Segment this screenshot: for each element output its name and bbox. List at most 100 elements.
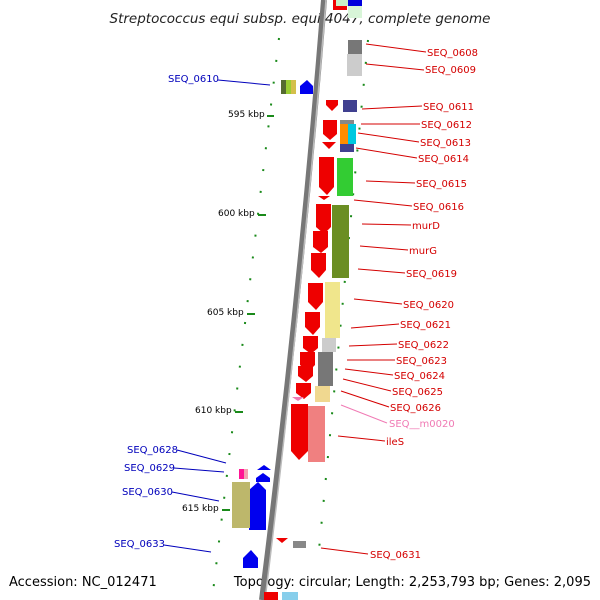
cds-arrow (322, 142, 336, 149)
label-leader (355, 147, 418, 159)
cds-arrow (291, 404, 308, 460)
label-leader (171, 491, 220, 502)
cds-arrow (257, 465, 271, 470)
cds-arrow (323, 120, 337, 140)
cds-arrow (296, 383, 311, 399)
cog-category-track (282, 0, 362, 600)
cog-block (315, 386, 330, 402)
gene-label-seq0611: SEQ_0611 (423, 102, 474, 113)
gene-label-murG: murG (409, 246, 437, 257)
cds-arrow (316, 204, 331, 234)
rna-feature (292, 397, 304, 401)
forward-strand-track (264, 0, 347, 600)
label-leader (365, 63, 425, 71)
cog-block (336, 0, 352, 6)
genome-summary: Topology: circular; Length: 2,253,793 bp… (233, 575, 591, 590)
gene-label-seq0629: SEQ_0629 (124, 463, 175, 474)
cds-block (264, 592, 278, 600)
cog-block (282, 592, 298, 600)
label-leader (359, 245, 409, 251)
cog-block (348, 6, 362, 18)
gene-label-seq0610: SEQ_0610 (168, 74, 219, 85)
position-label-610: 610 kbp (195, 406, 232, 416)
cog-block (343, 100, 357, 112)
label-leader (350, 323, 400, 329)
gene-label-seq0614: SEQ_0614 (418, 154, 469, 165)
label-leader (357, 268, 406, 274)
cds-arrow (303, 336, 318, 354)
gene-label-seq0622: SEQ_0622 (398, 340, 449, 351)
cog-block (340, 124, 348, 144)
cds-arrow (300, 80, 313, 94)
gene-label-seq0631: SEQ_0631 (370, 550, 421, 561)
cds-arrow (305, 312, 320, 335)
position-markers: 595 kbp 600 kbp 605 kbp 610 kbp 615 kbp (182, 110, 274, 514)
right-gene-labels: SEQ_0608 SEQ_0609 SEQ_0611 SEQ_0612 SEQ_… (320, 43, 478, 561)
label-leader (365, 180, 416, 184)
cog-block (244, 469, 248, 479)
cog-block (348, 40, 362, 54)
position-label-600: 600 kbp (218, 209, 255, 219)
cds-arrow (249, 482, 266, 530)
gene-label-seq0615: SEQ_0615 (416, 179, 467, 190)
gene-label-seq0616: SEQ_0616 (413, 202, 464, 213)
label-leader (361, 223, 412, 226)
cog-block (347, 54, 362, 76)
label-leader (353, 298, 403, 305)
gene-label-seq0621: SEQ_0621 (400, 320, 451, 331)
cog-block (332, 205, 349, 278)
cog-block (308, 406, 325, 462)
cog-block (348, 0, 362, 6)
label-leader (337, 435, 386, 442)
accession-label: Accession: NC_012471 (9, 575, 157, 590)
cog-block (325, 282, 340, 338)
cds-arrow (326, 100, 338, 111)
position-label-615: 615 kbp (182, 504, 219, 514)
label-leader (342, 378, 392, 392)
left-gene-labels: SEQ_0610 SEQ_0628 SEQ_0629 SEQ_0630 SEQ_… (114, 74, 271, 553)
cds-arrow (243, 550, 258, 568)
gene-label-seq0624: SEQ_0624 (394, 371, 445, 382)
gene-label-seq0619: SEQ_0619 (406, 269, 457, 280)
label-leader (344, 368, 394, 376)
position-label-595: 595 kbp (228, 110, 265, 120)
reverse-strand-track (243, 80, 313, 568)
label-leader (173, 467, 225, 473)
label-leader (320, 547, 369, 555)
cds-arrow (313, 231, 328, 253)
cog-block (293, 541, 306, 548)
label-leader (348, 343, 398, 347)
reverse-cog-track (232, 80, 296, 528)
cds-arrow (276, 538, 288, 543)
gene-label-seq0620: SEQ_0620 (403, 300, 454, 311)
cds-arrow (319, 157, 334, 195)
gene-label-seq0625: SEQ_0625 (392, 387, 443, 398)
label-leader (357, 132, 420, 143)
cog-block (348, 124, 356, 144)
position-label-605: 605 kbp (207, 308, 244, 318)
gene-label-seq0630: SEQ_0630 (122, 487, 173, 498)
gene-label-seq0609: SEQ_0609 (425, 65, 476, 76)
genome-backbone (259, 0, 327, 600)
cog-block (291, 80, 296, 94)
cds-arrow (308, 283, 323, 310)
gene-label-seqm0020: SEQ__m0020 (389, 419, 455, 430)
cog-block (337, 158, 353, 196)
gene-label-seq0608: SEQ_0608 (427, 48, 478, 59)
gene-label-seq0623: SEQ_0623 (396, 356, 447, 367)
cog-block (239, 469, 244, 479)
gene-label-ileS: ileS (386, 437, 404, 448)
label-leader (340, 404, 388, 424)
cds-arrow (311, 253, 326, 278)
label-leader (176, 449, 227, 464)
cds-arrow (298, 366, 313, 382)
gene-label-seq0613: SEQ_0613 (420, 138, 471, 149)
gene-label-seq0633: SEQ_0633 (114, 539, 165, 550)
cog-block (318, 352, 333, 386)
gene-label-seq0626: SEQ_0626 (390, 403, 441, 414)
cog-block (232, 482, 250, 528)
cog-block (281, 80, 286, 94)
cds-arrow (256, 473, 270, 482)
